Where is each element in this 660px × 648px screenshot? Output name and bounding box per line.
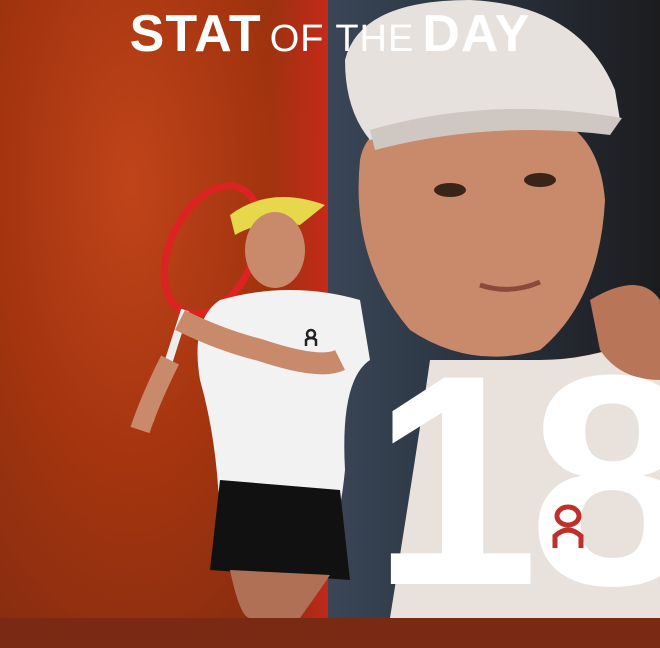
page-title: STAT OF THE DAY xyxy=(0,4,660,64)
title-stat: STAT xyxy=(129,5,262,63)
player-action xyxy=(130,182,370,618)
title-of-the: OF THE xyxy=(269,18,415,60)
player-portrait xyxy=(345,0,660,618)
stat-value: 18 xyxy=(372,312,660,648)
title-day: DAY xyxy=(422,5,531,63)
player-artwork xyxy=(130,0,660,618)
shirt-logo-icon xyxy=(304,328,318,346)
cap xyxy=(345,0,620,140)
